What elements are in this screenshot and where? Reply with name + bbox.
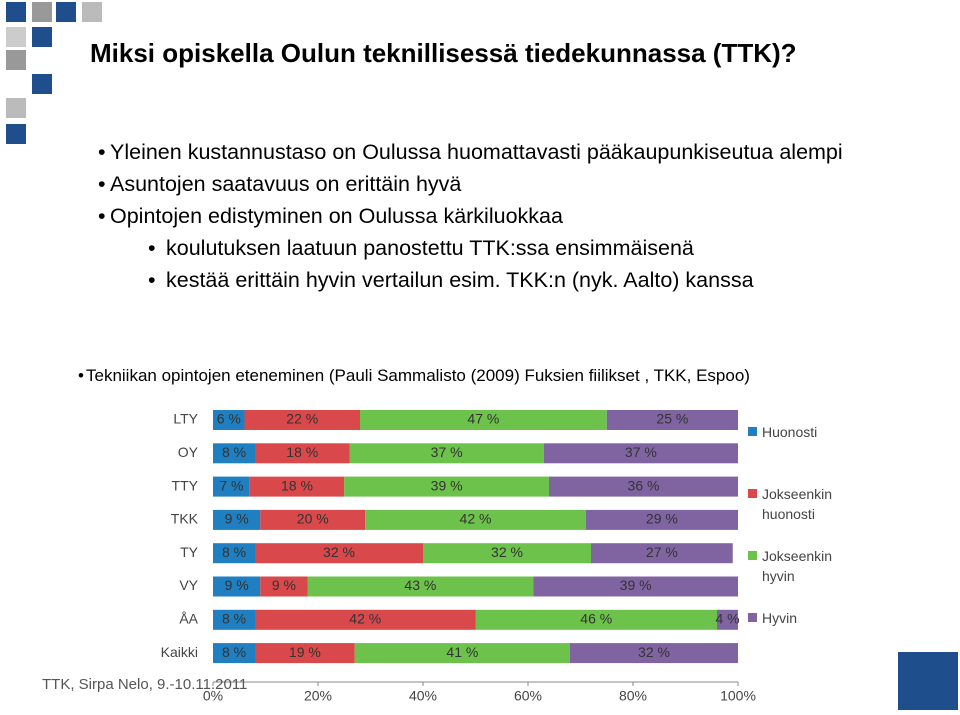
y-tick-label: LTY <box>173 411 198 427</box>
bar-segment <box>349 443 544 464</box>
bar-segment <box>533 576 738 597</box>
value-label: 18 % <box>281 477 313 493</box>
y-tick-label: OY <box>178 444 199 460</box>
value-label: 42 % <box>349 611 381 627</box>
value-label: 8 % <box>222 544 246 560</box>
footer: TTK, Sirpa Nelo, 9.-10.11.2011 <box>42 676 248 693</box>
y-tick-label: Kaikki <box>161 644 198 660</box>
bar-segment <box>213 576 261 597</box>
value-label: 8 % <box>222 444 246 460</box>
decoration <box>6 2 958 710</box>
value-label: 42 % <box>460 511 492 527</box>
value-label: 19 % <box>289 644 321 660</box>
bar-segment <box>475 609 717 630</box>
bar-segment <box>249 476 345 497</box>
value-label: 37 % <box>625 444 657 460</box>
value-label: 39 % <box>620 577 652 593</box>
bar-segment <box>606 410 738 430</box>
bullet-list: Yleinen kustannustaso on Oulussa huomatt… <box>98 136 958 296</box>
x-tick-label: 20% <box>304 688 332 704</box>
bar-segment <box>591 543 733 564</box>
value-label: 4 % <box>715 611 739 627</box>
value-label: 18 % <box>286 444 318 460</box>
chart-caption: Tekniikan opintojen eteneminen (Pauli Sa… <box>78 366 886 386</box>
bullet: Asuntojen saatavuus on erittäin hyvä <box>98 168 958 200</box>
value-label: 46 % <box>580 611 612 627</box>
bar-segment <box>255 643 355 664</box>
bullet: kestää erittäin hyvin vertailun esim. TK… <box>148 264 958 296</box>
value-label: 41 % <box>446 644 478 660</box>
value-label: 32 % <box>491 544 523 560</box>
bar-segment <box>213 609 255 630</box>
bar-segment <box>255 543 423 564</box>
value-label: 27 % <box>646 544 678 560</box>
value-label: 6 % <box>217 411 241 427</box>
value-label: 32 % <box>638 644 670 660</box>
bullet: Yleinen kustannustaso on Oulussa huomatt… <box>98 136 958 168</box>
bar-segment <box>360 410 607 430</box>
legend-entry: Hyvin <box>762 610 798 626</box>
bar-segment <box>213 476 250 497</box>
value-label: 36 % <box>628 477 660 493</box>
legend-swatch <box>748 613 757 622</box>
legend-entry: Jokseenkin huonosti <box>762 486 833 522</box>
bar-segment <box>244 410 360 430</box>
value-label: 22 % <box>286 411 318 427</box>
y-tick-label: ÅA <box>179 611 198 627</box>
legend-entry: Huonosti <box>762 424 818 440</box>
bar-segment <box>543 443 738 464</box>
bar-segment <box>585 509 738 530</box>
value-label: 7 % <box>219 477 243 493</box>
bar-segment <box>365 509 586 530</box>
x-tick-label: 80% <box>619 688 647 704</box>
value-label: 9 % <box>272 577 296 593</box>
value-label: 32 % <box>323 544 355 560</box>
x-tick-label: 0% <box>203 688 223 704</box>
value-label: 9 % <box>225 511 249 527</box>
bar-segment <box>213 410 245 430</box>
y-tick-label: TKK <box>171 511 199 527</box>
value-label: 9 % <box>225 577 249 593</box>
value-label: 8 % <box>222 644 246 660</box>
y-tick-label: TTY <box>172 477 199 493</box>
value-label: 39 % <box>431 477 463 493</box>
legend-swatch <box>748 551 757 560</box>
bar-segment <box>717 609 738 630</box>
bar-segment <box>255 443 350 464</box>
bullet: Opintojen edistyminen on Oulussa kärkilu… <box>98 200 958 232</box>
bar-segment <box>423 543 591 564</box>
bar-segment <box>260 576 308 597</box>
value-label: 47 % <box>467 411 499 427</box>
legend-swatch <box>748 427 757 436</box>
y-tick-label: TY <box>180 544 199 560</box>
x-tick-label: 60% <box>514 688 542 704</box>
bar-segment <box>260 509 366 530</box>
bar-segment <box>213 509 261 530</box>
value-label: 37 % <box>431 444 463 460</box>
value-label: 29 % <box>646 511 678 527</box>
bar-segment <box>307 576 534 597</box>
bar-segment <box>255 609 476 630</box>
value-label: 25 % <box>656 411 688 427</box>
x-tick-label: 100% <box>720 688 756 704</box>
value-label: 20 % <box>297 511 329 527</box>
bar-segment <box>213 643 255 664</box>
bar-segment <box>213 443 255 464</box>
value-label: 43 % <box>404 577 436 593</box>
legend-entry: Jokseenkin hyvin <box>762 548 833 584</box>
bar-segment <box>344 476 549 497</box>
bar-segment <box>354 643 570 664</box>
bar-segment <box>549 476 738 497</box>
bar-segment <box>570 643 738 664</box>
value-label: 8 % <box>222 611 246 627</box>
x-tick-label: 40% <box>409 688 437 704</box>
bar-segment <box>213 543 255 564</box>
legend-swatch <box>748 489 757 498</box>
bullet: koulutuksen laatuun panostettu TTK:ssa e… <box>148 232 958 264</box>
slide-title: Miksi opiskella Oulun teknillisessä tied… <box>90 38 797 68</box>
y-tick-label: VY <box>179 577 198 593</box>
